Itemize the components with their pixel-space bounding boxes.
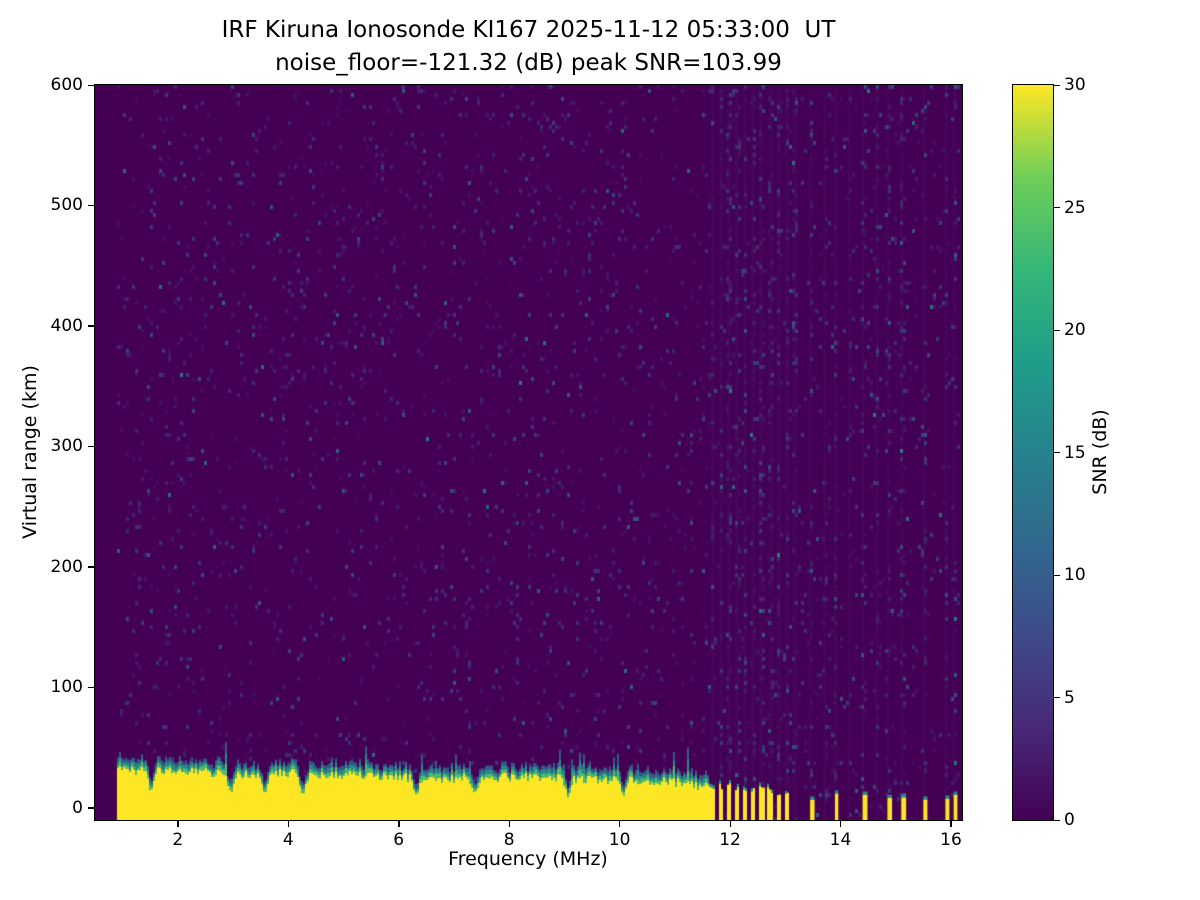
colorbar-tick-mark xyxy=(1054,84,1060,86)
x-axis-label: Frequency (MHz) xyxy=(448,848,608,870)
colorbar-tick-label: 5 xyxy=(1064,687,1075,708)
title-line-2: noise_floor=-121.32 (dB) peak SNR=103.99 xyxy=(275,50,782,76)
ionogram-heatmap-canvas xyxy=(95,85,962,820)
x-tick-mark xyxy=(619,821,621,827)
colorbar-tick-mark xyxy=(1054,452,1060,454)
colorbar-tick-mark xyxy=(1054,819,1060,821)
colorbar-tick-mark xyxy=(1054,697,1060,699)
y-tick-mark xyxy=(88,84,94,86)
figure-title: IRF Kiruna Ionosonde KI167 2025-11-12 05… xyxy=(95,14,962,80)
y-tick-label: 0 xyxy=(72,797,83,818)
colorbar-tick-mark xyxy=(1054,574,1060,576)
y-tick-mark xyxy=(88,445,94,448)
colorbar-tick-label: 25 xyxy=(1064,197,1086,218)
title-line-1: IRF Kiruna Ionosonde KI167 2025-11-12 05… xyxy=(221,17,836,43)
x-tick-label: 4 xyxy=(282,830,294,850)
y-tick-mark xyxy=(88,686,94,689)
colorbar-tick-mark xyxy=(1054,329,1060,331)
x-tick-mark xyxy=(950,821,952,827)
colorbar-tick-label: 15 xyxy=(1064,442,1086,463)
colorbar xyxy=(1012,84,1054,821)
x-tick-label: 2 xyxy=(172,830,184,850)
x-tick-mark xyxy=(287,821,290,827)
x-tick-label: 10 xyxy=(608,830,631,850)
x-tick-mark xyxy=(398,821,400,827)
y-tick-label: 500 xyxy=(50,195,83,216)
x-tick-label: 14 xyxy=(829,830,852,850)
y-tick-mark xyxy=(88,566,94,568)
y-tick-mark xyxy=(88,204,94,207)
x-tick-mark xyxy=(508,821,510,827)
heatmap-plot-area xyxy=(94,84,963,821)
x-tick-label: 6 xyxy=(393,830,405,850)
x-tick-label: 16 xyxy=(940,830,962,850)
colorbar-gradient-canvas xyxy=(1013,85,1053,820)
colorbar-tick-label: 10 xyxy=(1064,565,1086,585)
x-tick-mark xyxy=(729,821,731,827)
y-tick-label: 600 xyxy=(50,75,83,95)
x-tick-mark xyxy=(840,821,842,827)
y-tick-label: 200 xyxy=(50,556,83,577)
colorbar-label: SNR (dB) xyxy=(1089,409,1111,495)
colorbar-tick-label: 30 xyxy=(1064,75,1086,95)
y-tick-mark xyxy=(88,807,94,809)
x-tick-label: 12 xyxy=(719,830,741,850)
x-tick-mark xyxy=(177,821,179,827)
x-tick-label: 8 xyxy=(503,830,515,850)
y-tick-label: 300 xyxy=(50,436,83,457)
colorbar-tick-label: 0 xyxy=(1064,810,1075,830)
y-tick-mark xyxy=(88,325,94,327)
y-tick-label: 100 xyxy=(50,677,83,698)
colorbar-tick-label: 20 xyxy=(1064,320,1086,340)
colorbar-tick-mark xyxy=(1054,207,1060,209)
y-tick-label: 400 xyxy=(50,315,83,336)
